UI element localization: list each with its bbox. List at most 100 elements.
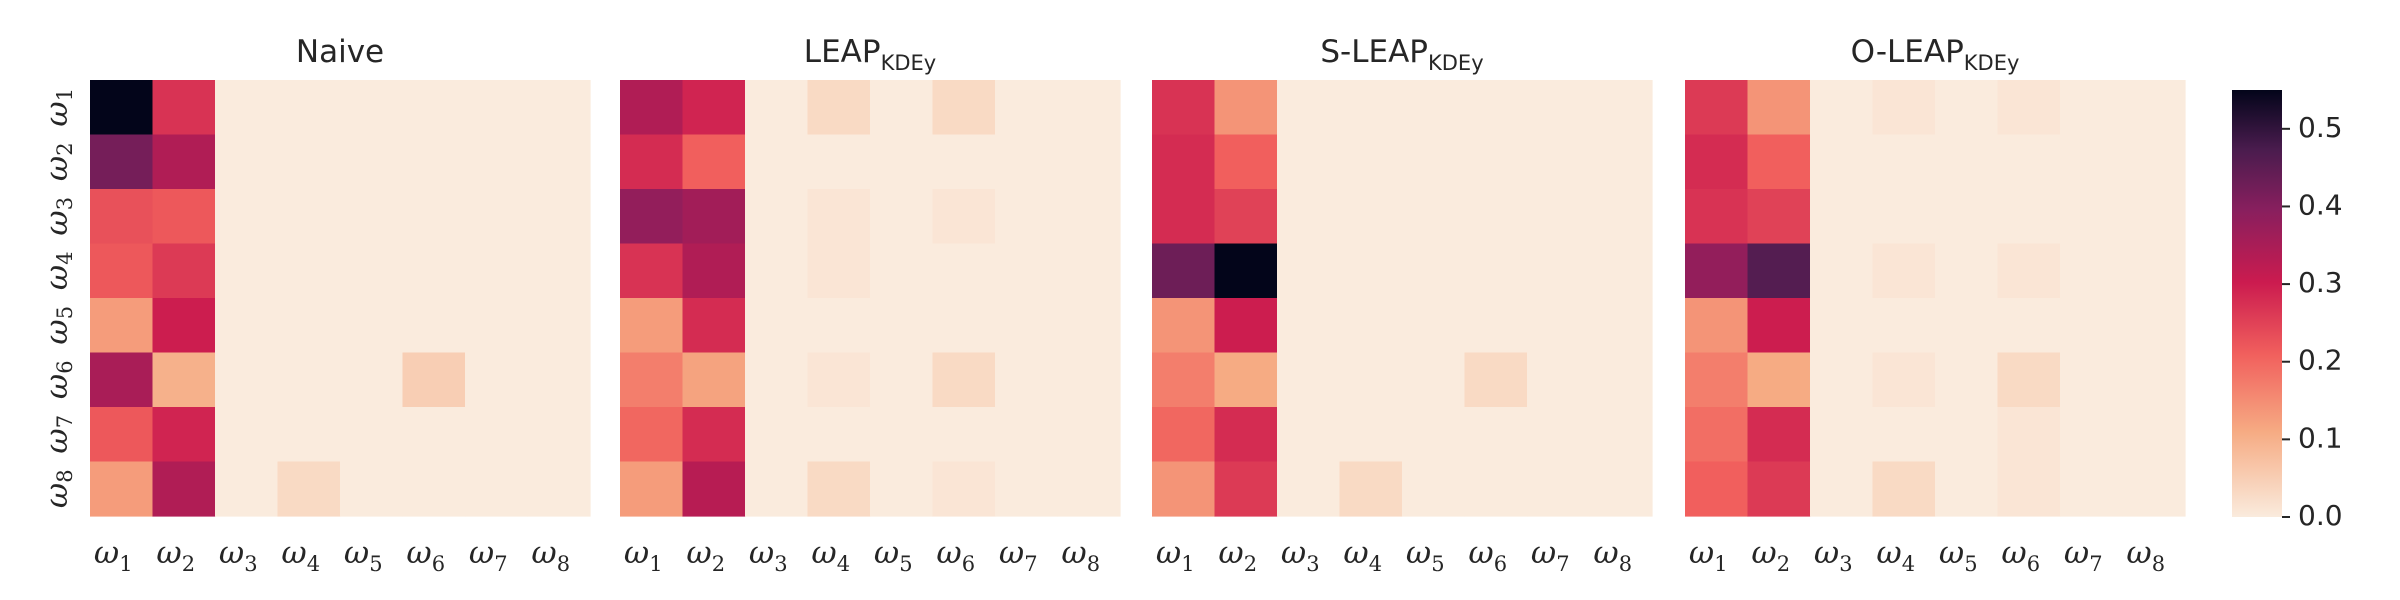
heatmap-cell: [1527, 80, 1591, 136]
heatmap-cell: [1685, 298, 1749, 354]
heatmap-cell: [1747, 407, 1811, 463]
heatmap-cell: [1747, 461, 1811, 517]
heatmap-cell: [215, 243, 279, 299]
heatmap-panel-2: LEAPKDEy ω1 ω2 ω3 ω4 ω5 ω6 ω7 ω8: [620, 34, 1121, 576]
x-tick-label: ω6: [406, 535, 445, 576]
heatmap-cell: [1589, 134, 1653, 190]
x-tick-label: ω6: [936, 535, 975, 576]
heatmap-cell: [1152, 189, 1216, 245]
heatmap-cell: [152, 243, 216, 299]
heatmap-cell: [1685, 134, 1749, 190]
x-tick-label: ω2: [156, 535, 195, 576]
heatmap-cell: [215, 80, 279, 136]
heatmap-cell: [620, 407, 684, 463]
heatmap-cell: [277, 134, 341, 190]
heatmap-cell: [682, 461, 746, 517]
heatmap-cell: [1997, 189, 2061, 245]
heatmap-cell: [1685, 352, 1749, 408]
panel-title: O-LEAPKDEy: [1851, 34, 2020, 75]
heatmap-cell: [1277, 243, 1341, 299]
heatmap-cell: [995, 352, 1059, 408]
colorbar-tick-label: 0.2: [2298, 344, 2343, 377]
heatmap-cell: [620, 461, 684, 517]
heatmap-cell: [465, 461, 529, 517]
heatmap-cell: [1339, 461, 1403, 517]
x-tick-label: ω4: [281, 535, 320, 576]
heatmap-cell: [152, 134, 216, 190]
heatmap-cell: [807, 134, 871, 190]
heatmap-cell: [1589, 189, 1653, 245]
heatmap-cell: [620, 243, 684, 299]
heatmap-cell: [527, 407, 591, 463]
heatmap-cell: [215, 352, 279, 408]
heatmap-cell: [277, 189, 341, 245]
heatmap-cell: [870, 461, 934, 517]
y-tick-label: ω6: [39, 360, 77, 399]
y-tick-label: ω2: [39, 142, 77, 181]
heatmap-cell: [402, 461, 466, 517]
x-tick-label: ω5: [1406, 535, 1445, 576]
heatmap-cell: [1935, 134, 1999, 190]
heatmap-cell: [1464, 407, 1528, 463]
heatmap-cell: [1527, 352, 1591, 408]
heatmap-cell: [2060, 134, 2124, 190]
heatmap-cell: [277, 407, 341, 463]
heatmap-cell: [1057, 80, 1121, 136]
heatmap-cell: [1057, 189, 1121, 245]
heatmap-cell: [1464, 189, 1528, 245]
heatmap-cell: [1589, 298, 1653, 354]
heatmap-cell: [1810, 134, 1874, 190]
heatmap-cell: [1997, 298, 2061, 354]
heatmap-cell: [340, 407, 404, 463]
heatmap-cell: [1997, 352, 2061, 408]
panel-title: LEAPKDEy: [804, 34, 936, 75]
heatmap-cell: [932, 407, 996, 463]
x-tick-label: ω1: [1156, 535, 1195, 576]
heatmap-cell: [465, 80, 529, 136]
heatmap-cell: [870, 407, 934, 463]
heatmap-cell: [340, 298, 404, 354]
heatmap-cell: [1810, 189, 1874, 245]
heatmap-cell: [870, 134, 934, 190]
heatmap-cell: [1685, 407, 1749, 463]
heatmap-cell: [90, 298, 154, 354]
heatmap-cell: [1997, 80, 2061, 136]
x-tick-label: ω7: [999, 535, 1038, 576]
x-tick-label: ω7: [1531, 535, 1570, 576]
heatmap-cell: [1214, 298, 1278, 354]
colorbar-tick-label: 0.5: [2298, 111, 2343, 144]
heatmap-cell: [277, 243, 341, 299]
heatmap-cell: [1277, 134, 1341, 190]
heatmap-cell: [1402, 298, 1466, 354]
heatmap-cell: [870, 243, 934, 299]
heatmap-cell: [402, 134, 466, 190]
y-tick-label: ω5: [39, 306, 77, 345]
x-tick-label: ω8: [1593, 535, 1632, 576]
x-tick-label: ω5: [344, 535, 383, 576]
x-tick-label: ω1: [624, 535, 663, 576]
heatmap-cell: [1464, 461, 1528, 517]
heatmap-cell: [1685, 461, 1749, 517]
heatmap-cell: [807, 352, 871, 408]
x-tick-label: ω8: [1061, 535, 1100, 576]
heatmap-cell: [1872, 80, 1936, 136]
heatmap-cell: [402, 189, 466, 245]
heatmap-cell: [1935, 407, 1999, 463]
heatmap-cell: [1810, 80, 1874, 136]
heatmap-cell: [1747, 189, 1811, 245]
heatmap-cell: [682, 298, 746, 354]
y-tick-label: ω8: [39, 469, 77, 508]
heatmap-cell: [90, 243, 154, 299]
heatmap-cell: [340, 352, 404, 408]
heatmap-cell: [620, 80, 684, 136]
heatmap-cell: [932, 243, 996, 299]
heatmap-cell: [1685, 189, 1749, 245]
heatmap-cell: [807, 80, 871, 136]
heatmap-cell: [1057, 243, 1121, 299]
heatmap-cell: [1589, 461, 1653, 517]
x-tick-label: ω2: [686, 535, 725, 576]
heatmap-cell: [1589, 352, 1653, 408]
heatmap-cell: [1997, 461, 2061, 517]
x-tick-label: ω5: [1939, 535, 1978, 576]
